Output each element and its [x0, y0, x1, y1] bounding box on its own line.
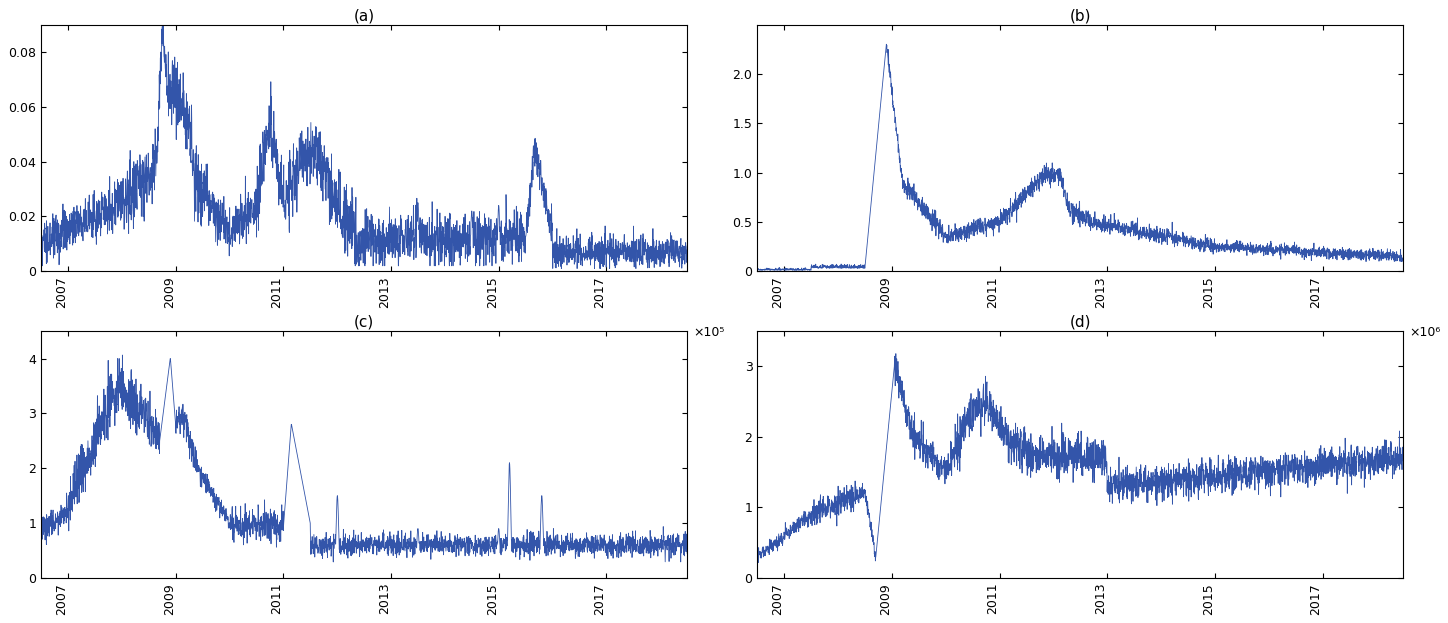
Title: (d): (d) — [1070, 315, 1092, 330]
Text: ×10⁵: ×10⁵ — [694, 326, 725, 339]
Title: (b): (b) — [1070, 8, 1092, 23]
Title: (c): (c) — [355, 315, 374, 330]
Title: (a): (a) — [353, 8, 375, 23]
Text: ×10⁶: ×10⁶ — [1410, 326, 1441, 339]
